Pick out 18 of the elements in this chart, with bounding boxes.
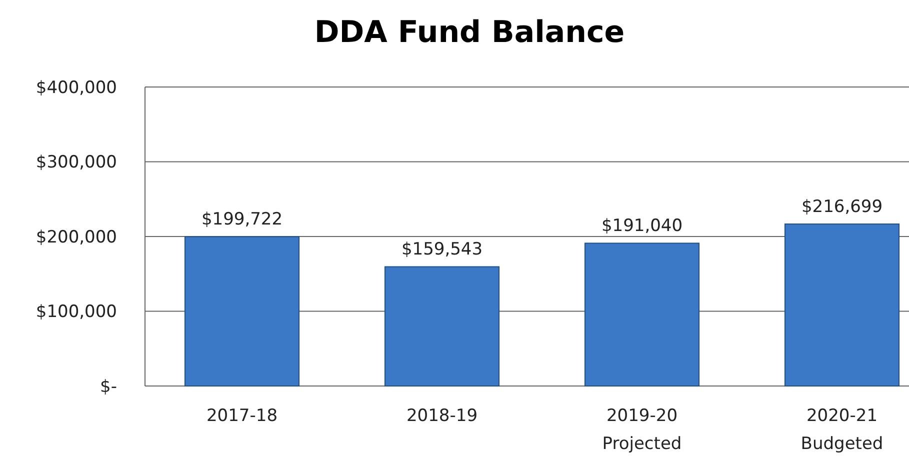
bar (784, 224, 900, 386)
bar (184, 236, 300, 386)
data-label: $199,722 (201, 210, 283, 230)
data-label: $191,040 (601, 216, 683, 236)
y-tick-label: $300,000 (36, 152, 117, 173)
y-tick-label: $100,000 (36, 302, 117, 322)
x-tick-label: 2018-19 (406, 406, 478, 426)
x-tick-label: 2019-20 Projected (602, 406, 682, 454)
x-tick-label: 2020-21 Budgeted (800, 406, 884, 454)
y-tick-label: $- (100, 376, 117, 397)
x-tick-label: 2017-18 (206, 406, 278, 426)
y-tick-label: $200,000 (36, 227, 117, 248)
chart-title: DDA Fund Balance (314, 15, 625, 50)
data-label: $159,543 (401, 240, 483, 260)
bar (384, 266, 500, 386)
data-label: $216,699 (801, 197, 883, 218)
bar (584, 242, 700, 386)
y-tick-label: $400,000 (36, 78, 117, 98)
